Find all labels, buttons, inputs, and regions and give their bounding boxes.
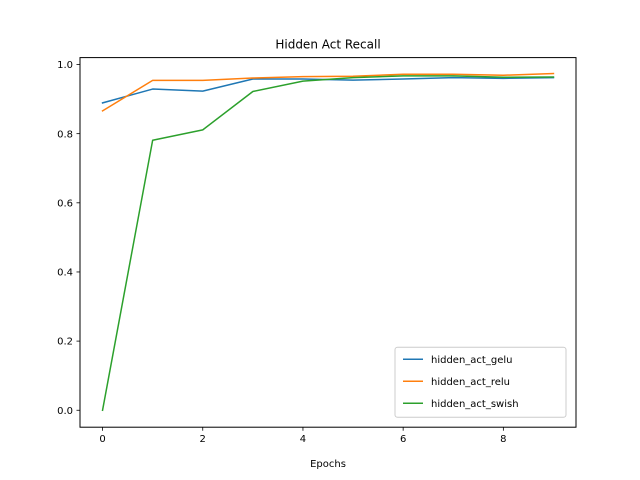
y-tick-label: 0.2 bbox=[57, 337, 73, 348]
y-tick-label: 0.6 bbox=[57, 198, 73, 209]
legend-label: hidden_act_gelu bbox=[431, 355, 512, 366]
x-tick-label: 8 bbox=[500, 434, 506, 445]
x-tick-label: 6 bbox=[400, 434, 406, 445]
series-line-hidden-act-relu bbox=[101, 72, 555, 112]
y-tick-label: 0.8 bbox=[57, 129, 73, 140]
legend: hidden_act_gelu hidden_act_relu hidden_act… bbox=[394, 346, 567, 418]
legend-label: hidden_act_swish bbox=[431, 399, 519, 410]
chart-title: Hidden Act Recall bbox=[275, 38, 380, 52]
series-line-hidden-act-swish bbox=[101, 75, 555, 412]
y-tick-label: 0.0 bbox=[57, 406, 73, 417]
legend-label: hidden_act_relu bbox=[431, 377, 510, 388]
x-tick-label: 0 bbox=[99, 434, 105, 445]
plot-frame bbox=[79, 57, 577, 428]
tick-layer: 0 2 4 6 8 0.0 0.2 0.4 0.6 0.8 1.0 bbox=[57, 60, 506, 445]
y-tick-label: 0.4 bbox=[57, 268, 73, 279]
legend-box bbox=[394, 346, 567, 418]
x-axis-title: Epochs bbox=[310, 459, 346, 470]
x-tick-label: 2 bbox=[200, 434, 206, 445]
x-tick-label: 4 bbox=[300, 434, 306, 445]
plot-layer bbox=[101, 72, 555, 412]
y-tick-label: 1.0 bbox=[57, 60, 73, 71]
